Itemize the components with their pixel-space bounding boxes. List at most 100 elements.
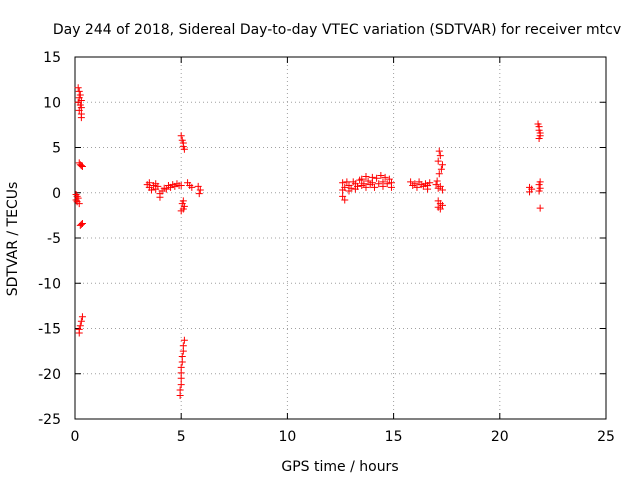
data-point <box>381 173 389 181</box>
x-tick-label: 5 <box>177 429 186 445</box>
data-point <box>528 185 536 193</box>
x-tick-label: 15 <box>385 429 403 445</box>
data-point <box>77 162 85 170</box>
x-tick-label: 10 <box>278 429 296 445</box>
y-tick-label: 10 <box>43 95 61 111</box>
y-tick-label: -5 <box>47 231 61 247</box>
data-points <box>72 84 544 399</box>
data-point <box>339 192 347 200</box>
data-point <box>162 185 170 193</box>
data-point <box>75 106 83 114</box>
data-point <box>358 175 366 183</box>
data-point <box>535 181 543 189</box>
data-point <box>370 183 378 191</box>
data-point <box>341 183 349 191</box>
data-point <box>195 190 203 198</box>
data-point <box>434 157 442 165</box>
chart-title: Day 244 of 2018, Sidereal Day-to-day VTE… <box>53 22 621 38</box>
data-point <box>432 181 440 189</box>
data-point <box>77 114 85 122</box>
data-point <box>154 182 162 190</box>
data-point <box>435 170 443 178</box>
data-point <box>339 179 347 187</box>
data-point <box>178 358 186 366</box>
data-point <box>411 180 419 188</box>
plot-frame <box>74 56 607 420</box>
data-point <box>383 180 391 188</box>
y-tick-label: 0 <box>52 186 61 202</box>
data-point <box>77 317 85 325</box>
y-tick-label: -20 <box>38 367 61 383</box>
data-point <box>436 205 444 213</box>
y-tick-label: -10 <box>38 276 61 292</box>
data-point <box>180 336 188 344</box>
x-tick-label: 20 <box>491 429 509 445</box>
data-point <box>76 322 84 330</box>
data-point <box>177 132 185 140</box>
data-point <box>375 180 383 188</box>
data-point <box>72 196 80 204</box>
data-point <box>436 152 444 160</box>
data-point <box>188 183 196 191</box>
data-point <box>353 182 361 190</box>
data-point <box>360 180 368 188</box>
y-tick-label: 5 <box>52 141 61 157</box>
x-tick-label: 25 <box>597 429 615 445</box>
data-point <box>385 175 393 183</box>
y-tick-label: 15 <box>43 50 61 66</box>
grid <box>75 57 606 419</box>
data-point <box>435 147 443 155</box>
data-point <box>535 187 543 195</box>
data-point <box>177 381 185 389</box>
data-point <box>196 186 204 194</box>
axis-ticks: 0 5 10 15 20 25 -25 -20 -15 -10 -5 0 5 10 15 <box>38 50 615 445</box>
data-point <box>75 200 83 208</box>
data-point <box>364 177 372 185</box>
data-point <box>377 172 385 180</box>
y-tick-label: -25 <box>38 412 61 428</box>
data-point <box>437 165 445 173</box>
y-axis-label: SDTVAR / TECUs <box>5 182 21 297</box>
data-point <box>347 184 355 192</box>
data-point <box>368 179 376 187</box>
data-point <box>387 183 395 191</box>
data-point <box>147 186 155 194</box>
data-point <box>177 374 185 382</box>
data-point <box>78 220 86 228</box>
data-point <box>77 96 85 104</box>
data-point <box>343 178 351 186</box>
data-point <box>194 182 202 190</box>
data-point <box>536 204 544 212</box>
data-point <box>177 182 185 190</box>
data-point <box>156 193 164 201</box>
data-point <box>176 391 184 399</box>
y-tick-label: -15 <box>38 322 61 338</box>
data-point <box>75 329 83 337</box>
data-point <box>362 172 370 180</box>
data-point <box>379 182 387 190</box>
data-point <box>438 201 446 209</box>
x-tick-label: 0 <box>71 429 80 445</box>
data-point <box>535 134 543 142</box>
data-point <box>433 177 441 185</box>
data-point <box>341 196 349 204</box>
data-point <box>78 313 86 321</box>
data-point <box>180 145 188 153</box>
data-point <box>78 163 86 171</box>
data-point <box>426 179 434 187</box>
data-point <box>413 183 421 191</box>
data-point <box>436 182 444 190</box>
data-point <box>438 186 446 194</box>
x-axis-label: GPS time / hours <box>281 459 398 475</box>
data-point <box>75 87 83 95</box>
data-point <box>77 220 85 228</box>
data-point <box>407 178 415 186</box>
data-point <box>177 207 185 215</box>
data-point <box>438 161 446 169</box>
data-point <box>424 185 432 193</box>
data-point <box>373 174 381 182</box>
data-point <box>74 84 82 92</box>
data-point <box>179 347 187 355</box>
data-point <box>362 183 370 191</box>
